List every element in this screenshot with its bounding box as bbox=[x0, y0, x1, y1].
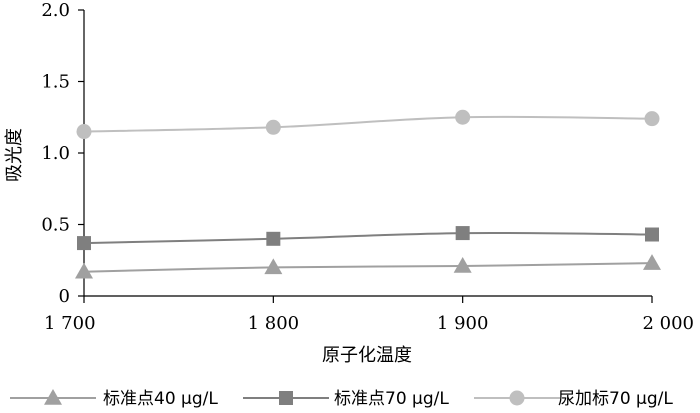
x-tick-label: 2 000 bbox=[642, 313, 694, 334]
legend-item-0: 标准点40 μg/L bbox=[10, 389, 218, 409]
legend-label: 尿加标70 μg/L bbox=[558, 389, 673, 409]
data-point bbox=[455, 226, 470, 241]
data-point bbox=[265, 119, 281, 135]
data-point bbox=[644, 111, 660, 127]
data-point bbox=[643, 254, 661, 270]
x-tick-label: 1 800 bbox=[248, 313, 300, 334]
series-0 bbox=[75, 254, 661, 279]
data-point bbox=[453, 256, 472, 273]
series-line bbox=[83, 262, 653, 273]
x-tick-label: 1 700 bbox=[44, 313, 96, 334]
data-point bbox=[455, 109, 471, 125]
legend-marker bbox=[509, 390, 525, 406]
y-tick-label: 1.5 bbox=[41, 72, 70, 93]
series-1 bbox=[77, 226, 659, 251]
series-layer bbox=[75, 109, 661, 279]
data-point bbox=[266, 231, 281, 246]
legend-marker bbox=[279, 391, 293, 405]
legend-label: 标准点70 μg/L bbox=[334, 389, 449, 409]
series-2 bbox=[76, 109, 660, 140]
data-point bbox=[264, 258, 283, 275]
data-point bbox=[76, 124, 92, 140]
y-axis-title: 吸光度 bbox=[4, 128, 25, 182]
legend-item-2: 尿加标70 μg/L bbox=[474, 389, 673, 409]
y-tick-label: 2.0 bbox=[41, 0, 70, 21]
series-line bbox=[83, 115, 653, 133]
x-tick-label: 1 900 bbox=[437, 313, 489, 334]
data-point bbox=[77, 236, 91, 251]
legend-marker bbox=[44, 389, 62, 405]
x-axis-title: 原子化温度 bbox=[322, 345, 412, 366]
legend-label: 标准点40 μg/L bbox=[103, 389, 218, 409]
legend: 标准点40 μg/L 标准点70 μg/L 尿加标70 μg/L bbox=[10, 389, 673, 409]
data-point bbox=[645, 227, 659, 242]
series-line bbox=[83, 231, 653, 245]
y-tick-label: 1.0 bbox=[41, 143, 70, 164]
axes: 0 0.5 1.0 1.5 2.0 1 700 1 800 1 900 2 000 bbox=[41, 0, 694, 334]
y-tick-label: 0 bbox=[59, 286, 70, 307]
data-point bbox=[75, 262, 93, 279]
y-tick-label: 0.5 bbox=[41, 215, 70, 236]
legend-item-1: 标准点70 μg/L bbox=[243, 389, 449, 409]
